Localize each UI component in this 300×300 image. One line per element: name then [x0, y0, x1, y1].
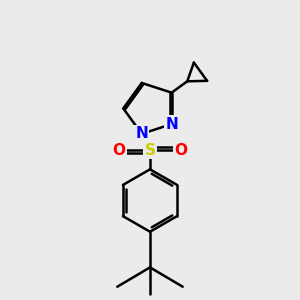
- Text: O: O: [112, 142, 125, 158]
- Text: N: N: [135, 126, 148, 141]
- Text: S: S: [145, 142, 155, 158]
- Text: O: O: [175, 142, 188, 158]
- Text: N: N: [165, 117, 178, 132]
